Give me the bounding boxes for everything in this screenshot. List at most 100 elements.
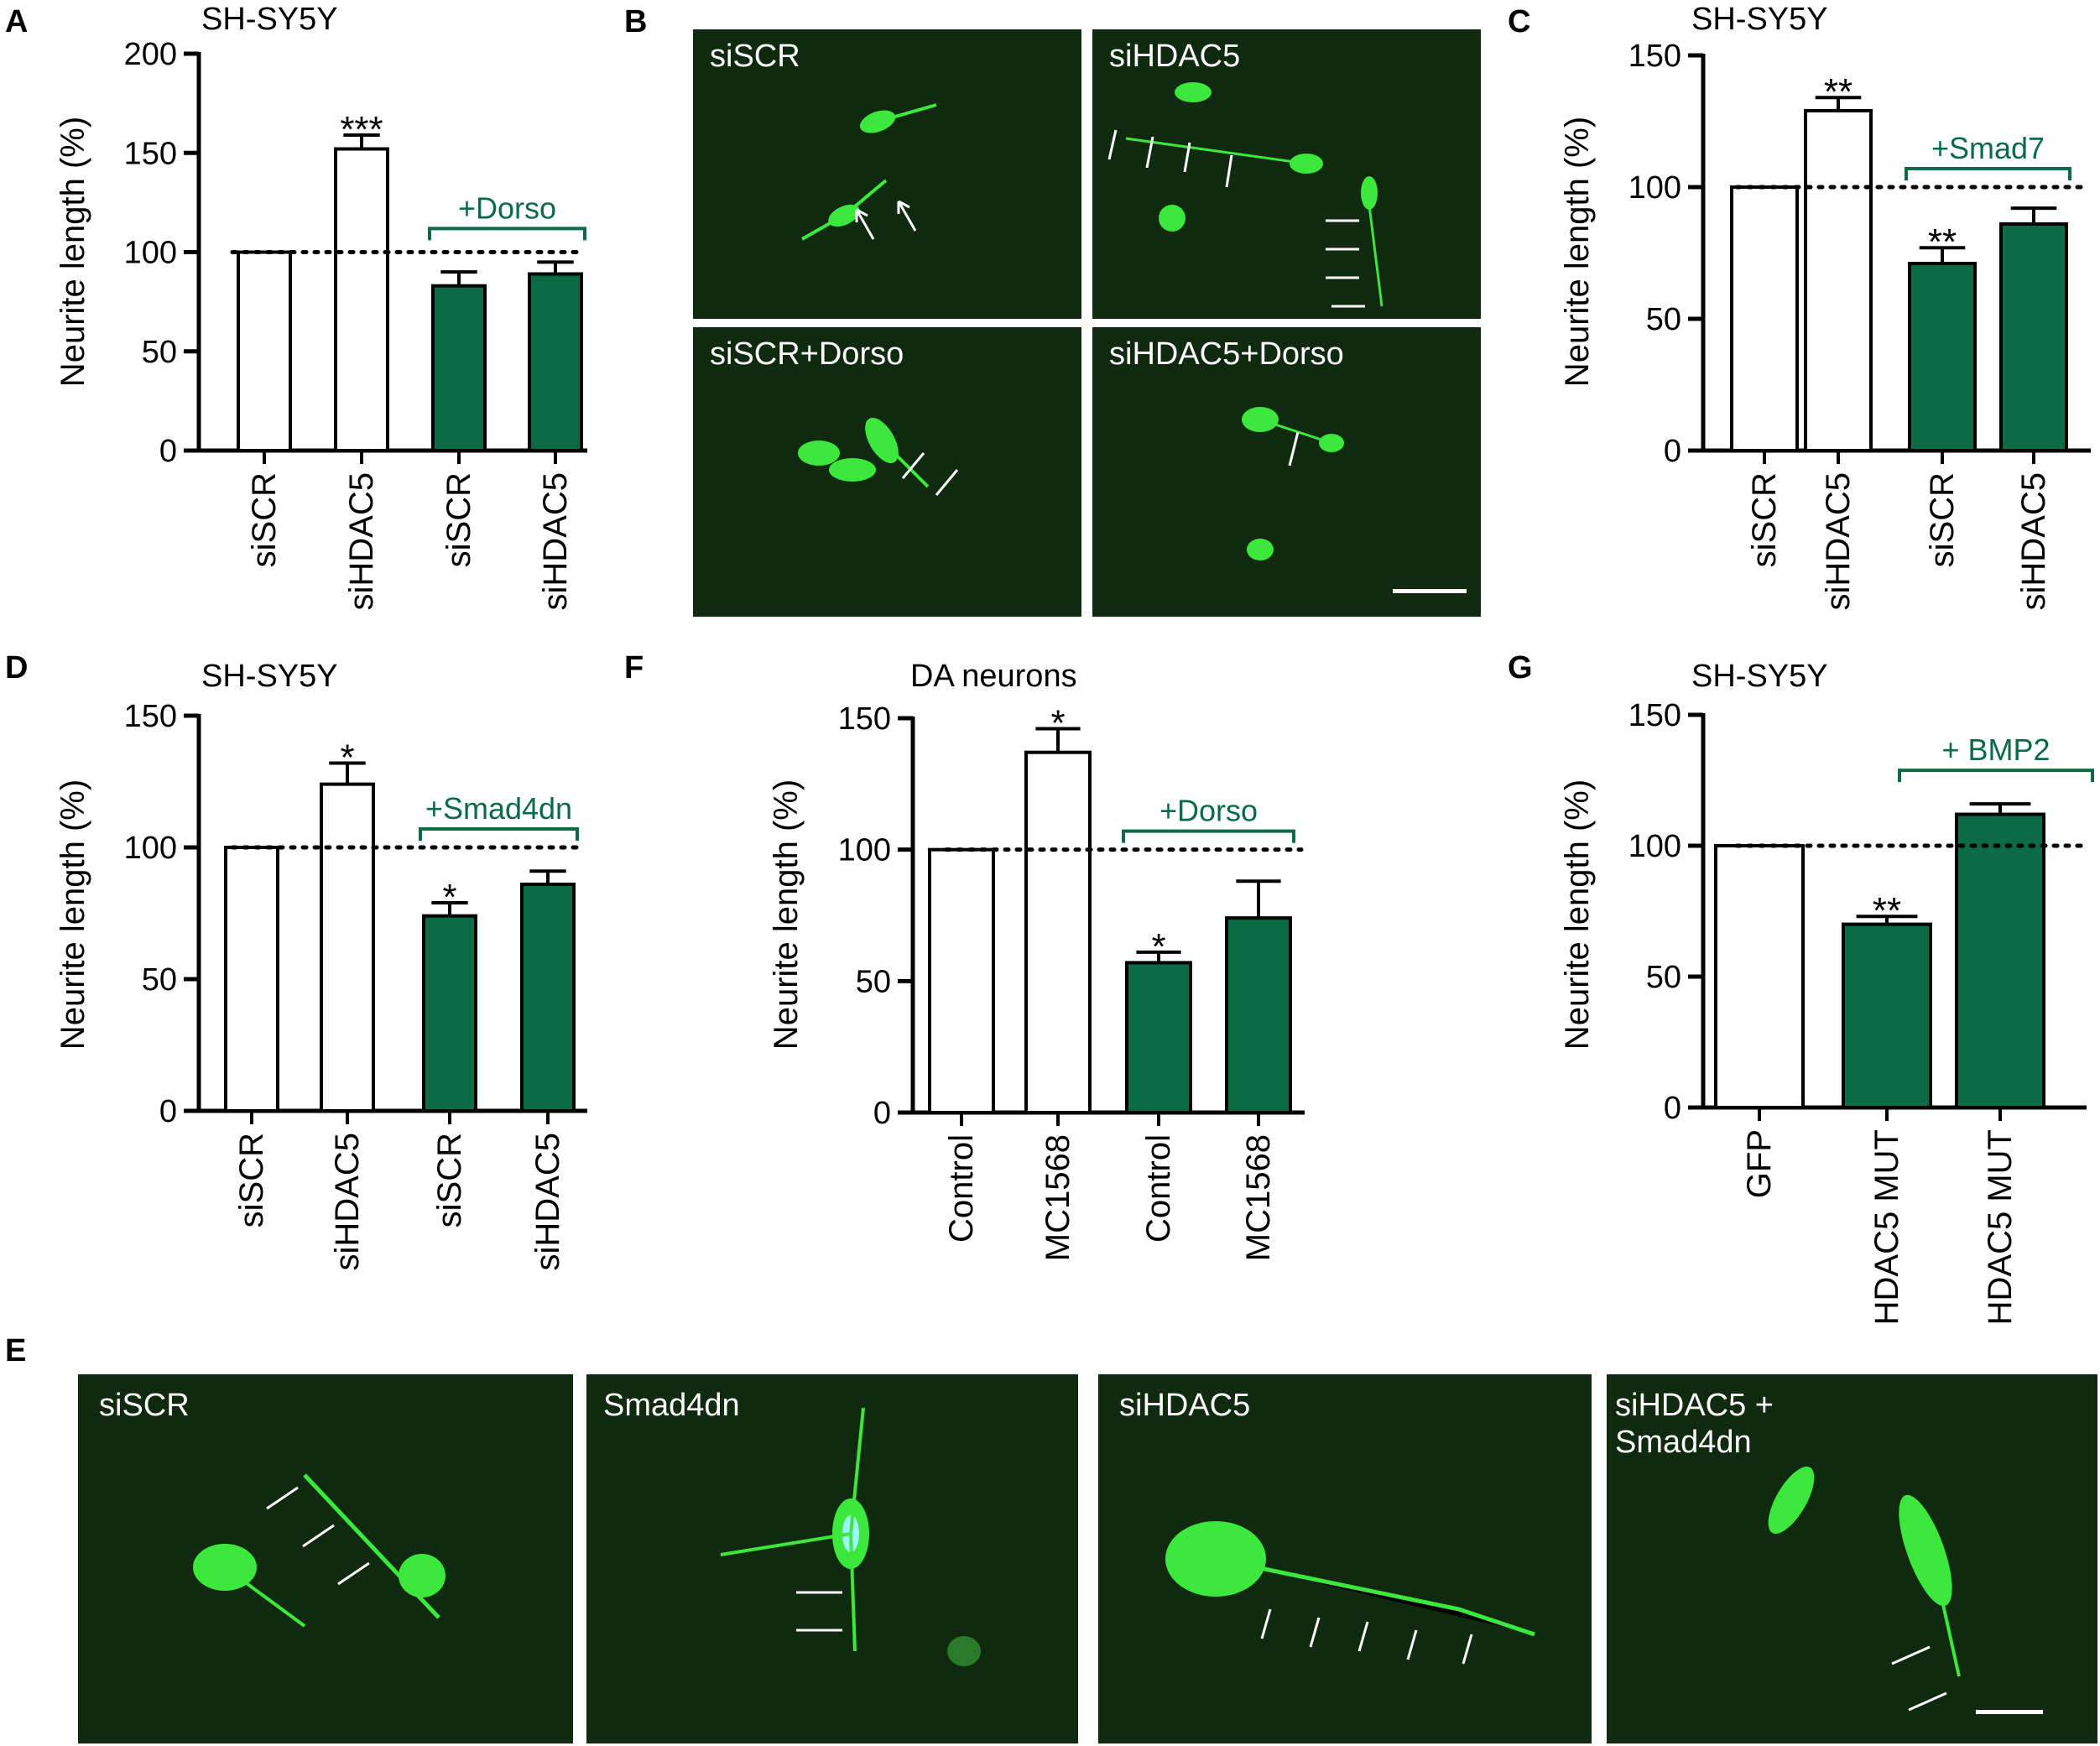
x-tick-label: siHDAC5: [537, 472, 574, 610]
x-tick-label: siSCR: [440, 472, 477, 567]
cell-body: [947, 1636, 981, 1666]
x-tick-label: siSCR: [1924, 472, 1961, 567]
micrograph-e-4: siHDAC5 + Smad4dn: [1607, 1374, 2097, 1743]
x-tick-label: MC1568: [1040, 1134, 1076, 1261]
panel-letter-f: F: [624, 650, 644, 685]
treatment-bracket: [1122, 829, 1295, 843]
panel-letter-g: G: [1508, 650, 1533, 685]
bar: [422, 914, 477, 1113]
micrograph-label: siSCR+Dorso: [710, 336, 904, 372]
arrow-icon: [1145, 136, 1154, 169]
chart-title: SH-SY5Y: [201, 659, 338, 694]
cell-image: [798, 417, 959, 496]
cell-body: [1247, 539, 1274, 560]
neurite: [223, 1566, 306, 1628]
significance-label: *: [340, 737, 354, 779]
micrograph-e-3: siHDAC5: [1098, 1374, 1592, 1743]
arrow-icon: [302, 1524, 335, 1548]
y-tick-label: 0: [159, 434, 177, 469]
y-tick-label: 50: [142, 962, 177, 998]
y-tick-label: 50: [856, 964, 891, 999]
x-tick-label: siSCR: [431, 1133, 468, 1227]
y-tick-label: 150: [124, 136, 177, 171]
cell-image: [193, 1473, 446, 1628]
y-tick-label: 0: [1664, 1091, 1681, 1126]
micrograph-label: Smad4dn: [603, 1388, 740, 1423]
y-tick-label: 100: [838, 833, 891, 868]
micrograph-label: siSCR: [99, 1388, 190, 1423]
treatment-bracket-label: + BMP2: [1941, 732, 2050, 767]
scale-bar: [1976, 1710, 2043, 1714]
bar: [224, 846, 279, 1113]
neurite: [801, 179, 888, 241]
significance-label: **: [1873, 890, 1901, 931]
arrow-icon: [337, 1561, 370, 1586]
arrow-icon: [1891, 1645, 1931, 1665]
micrograph-b-4: siHDAC5+Dorso: [1092, 327, 1481, 617]
neurite: [1941, 1600, 1961, 1677]
bar: [431, 284, 487, 452]
cell-body: [1159, 205, 1185, 232]
bar: [1024, 750, 1092, 1114]
x-tick-label: Control: [1140, 1134, 1177, 1243]
y-tick-label: 0: [1664, 434, 1681, 469]
y-axis-label: Neurite length (%): [768, 779, 805, 1050]
bar: [1714, 844, 1805, 1109]
x-tick-label: siSCR: [246, 472, 283, 567]
neurite: [1125, 137, 1307, 165]
significance-label: *: [1151, 926, 1165, 967]
micrograph-label: siHDAC5+Dorso: [1109, 336, 1344, 372]
x-tick-label: siSCR: [233, 1133, 270, 1227]
neurite: [720, 1407, 865, 1652]
chart-title: DA neurons: [910, 659, 1077, 694]
arrow-icon: [897, 200, 917, 232]
micrograph-b-1: siSCR: [693, 29, 1081, 319]
x-tick-label: siHDAC5: [529, 1133, 566, 1270]
arrow-icon: [1357, 1621, 1369, 1652]
arrow-icon: [1908, 1691, 1947, 1712]
arrow-icon: [1462, 1634, 1473, 1665]
treatment-bracket: [419, 827, 579, 841]
neurite: [303, 1473, 440, 1619]
treatment-bracket: [1898, 769, 2094, 783]
treatment-bracket-label: +Dorso: [1159, 794, 1258, 828]
x-tick-label: GFP: [1741, 1129, 1778, 1198]
neurite: [877, 103, 937, 123]
bar: [1804, 108, 1873, 452]
bar: [1225, 916, 1292, 1114]
treatment-bracket: [1905, 167, 2071, 180]
y-axis-label: Neurite length (%): [1559, 117, 1596, 387]
arrow-icon: [1183, 142, 1191, 173]
x-tick-label: HDAC5 MUT: [1982, 1129, 2019, 1325]
y-tick-label: 100: [1628, 170, 1681, 206]
chart-title: SH-SY5Y: [1691, 659, 1828, 694]
micrograph-label: siHDAC5 + Smad4dn: [1615, 1388, 1774, 1460]
bar: [528, 272, 583, 453]
y-tick-label: 50: [142, 335, 177, 370]
bar: [520, 882, 576, 1113]
y-axis-label: Neurite length (%): [1559, 779, 1596, 1050]
x-tick-label: siSCR: [1746, 472, 1783, 567]
significance-label: **: [1824, 71, 1852, 112]
cell-body: [1768, 1467, 1815, 1534]
bar: [1908, 262, 1977, 452]
bar: [320, 782, 375, 1113]
arrow-icon: [1225, 154, 1233, 188]
y-tick-label: 0: [873, 1096, 891, 1131]
arrow-icon: [1406, 1629, 1418, 1660]
panel-letter-b: B: [624, 4, 647, 39]
arrow-icon: [1260, 1608, 1272, 1639]
significance-label: *: [442, 877, 456, 918]
cell-body: [399, 1554, 446, 1597]
bar: [1999, 222, 2068, 452]
x-tick-label: siHDAC5: [343, 472, 380, 610]
cell-body: [1899, 1494, 1952, 1607]
arrow-icon: [855, 208, 875, 240]
arrow-icon: [1309, 1617, 1321, 1648]
y-tick-label: 0: [159, 1094, 177, 1129]
y-tick-label: 150: [838, 701, 891, 737]
cell-body: [829, 458, 876, 482]
arrow-icon: [1288, 431, 1300, 466]
bar: [237, 250, 292, 452]
